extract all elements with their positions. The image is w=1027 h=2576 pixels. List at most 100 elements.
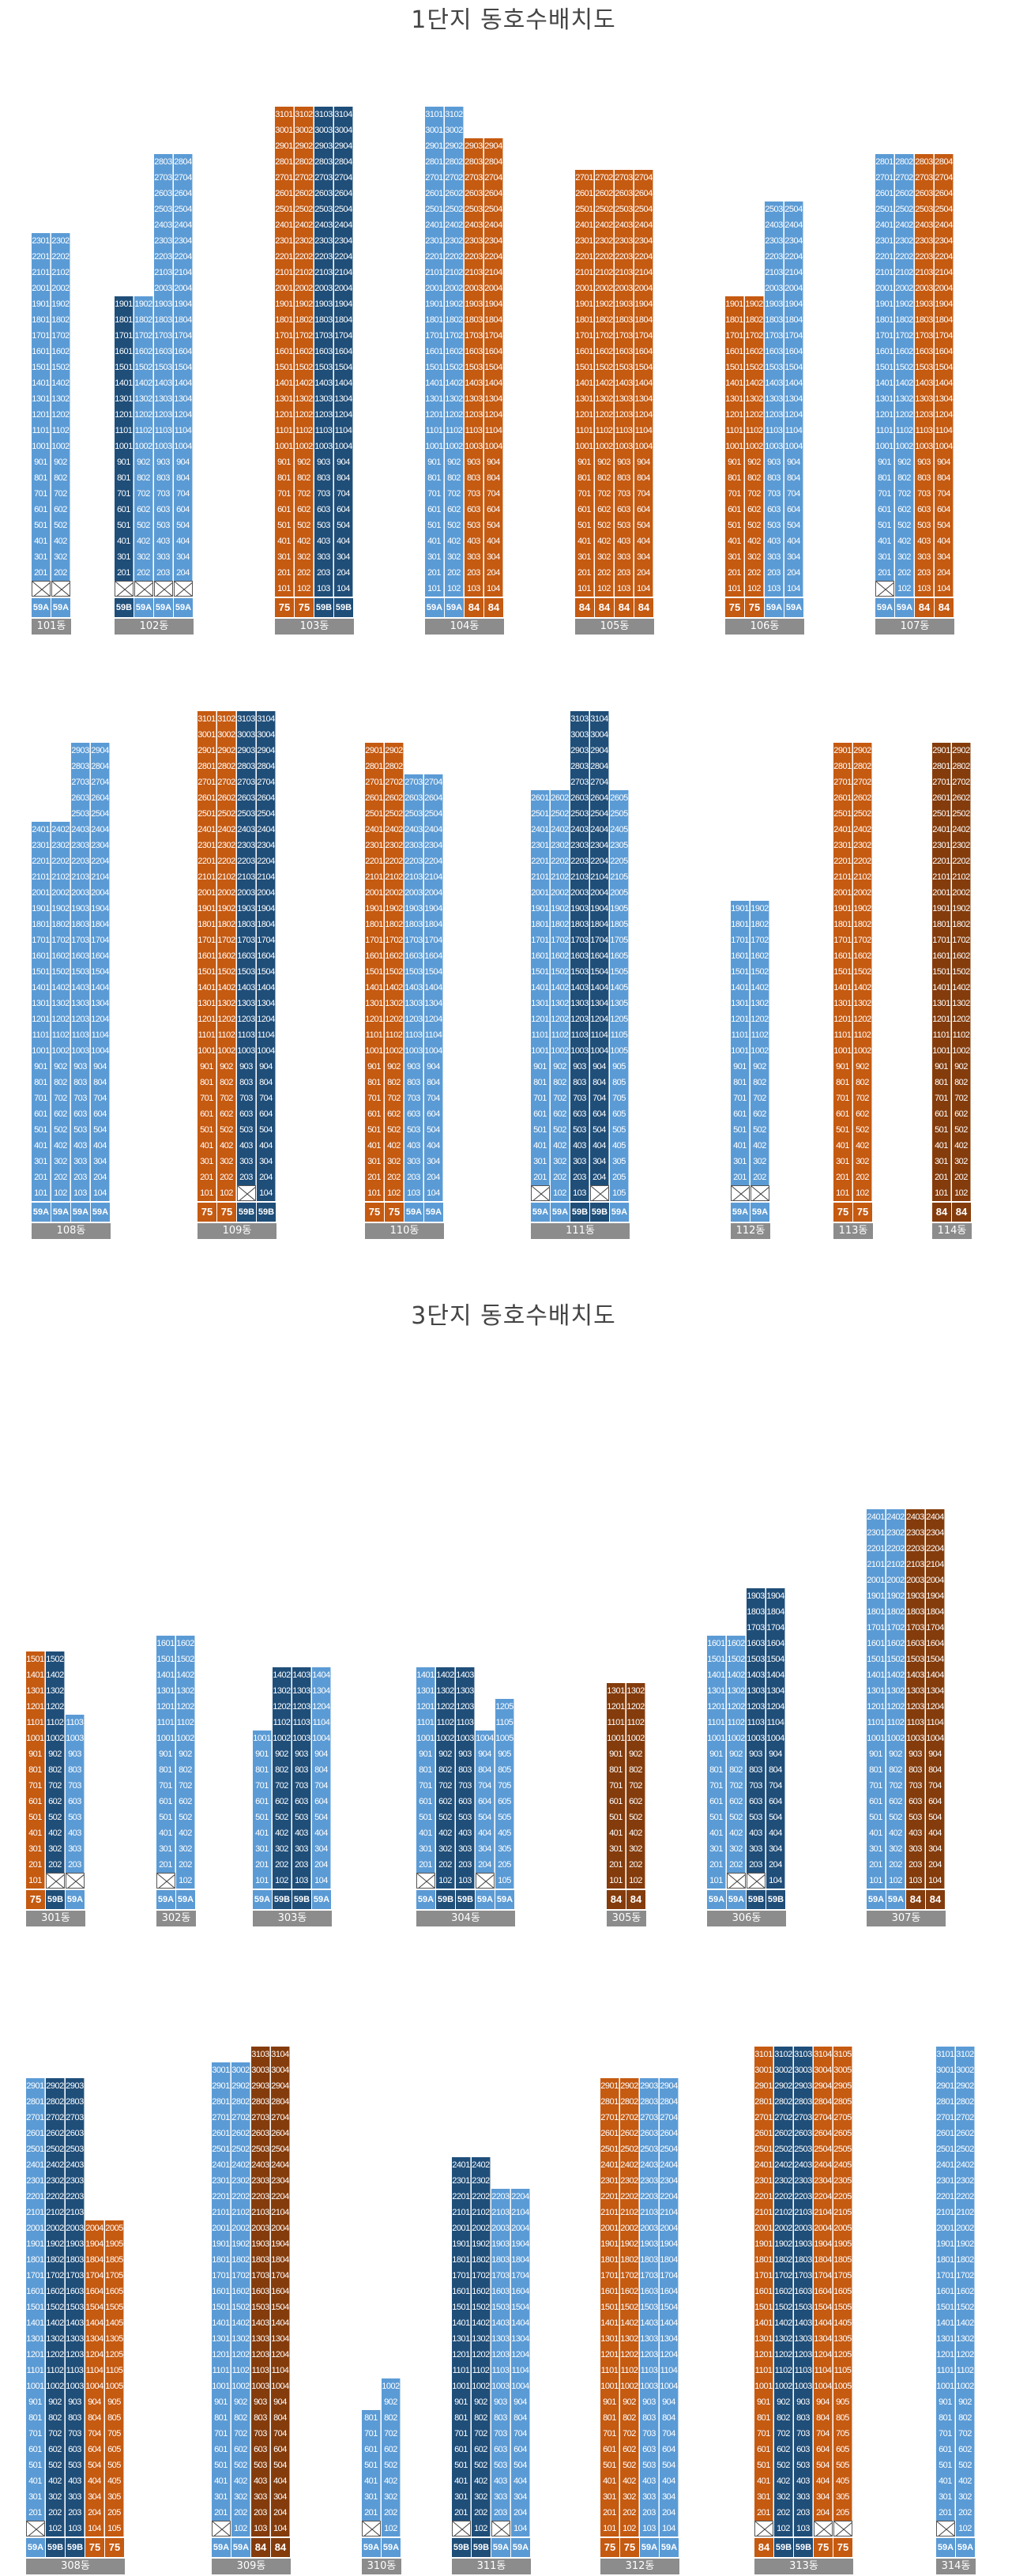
unit-303[interactable]: 303 bbox=[794, 2489, 813, 2505]
unit-2102[interactable]: 2102 bbox=[620, 2205, 639, 2220]
unit-2802[interactable]: 2802 bbox=[952, 759, 971, 774]
unit-2502[interactable]: 2502 bbox=[295, 201, 314, 217]
unit-2403[interactable]: 2403 bbox=[66, 2157, 85, 2173]
unit-1604[interactable]: 1604 bbox=[590, 948, 609, 964]
unit-2201[interactable]: 2201 bbox=[833, 853, 852, 869]
unit-1302[interactable]: 1302 bbox=[745, 391, 764, 407]
unit-203[interactable]: 203 bbox=[570, 1169, 589, 1185]
unit-1102[interactable]: 1102 bbox=[472, 2363, 491, 2378]
unit-703[interactable]: 703 bbox=[615, 486, 634, 502]
unit-1004[interactable]: 1004 bbox=[85, 2378, 104, 2394]
unit-1101[interactable]: 1101 bbox=[531, 1027, 550, 1043]
unit-103[interactable]: 103 bbox=[66, 2521, 85, 2536]
unit-2201[interactable]: 2201 bbox=[212, 2189, 231, 2205]
unit-402[interactable]: 402 bbox=[51, 1138, 70, 1154]
unit-1301[interactable]: 1301 bbox=[731, 996, 750, 1011]
unit-502[interactable]: 502 bbox=[51, 518, 70, 533]
unit-1601[interactable]: 1601 bbox=[452, 2284, 471, 2299]
unit-303[interactable]: 303 bbox=[66, 2489, 85, 2505]
unit-802[interactable]: 802 bbox=[727, 1762, 746, 1778]
unit-1802[interactable]: 1802 bbox=[134, 312, 153, 328]
unit-303[interactable]: 303 bbox=[640, 2489, 659, 2505]
unit-2302[interactable]: 2302 bbox=[774, 2173, 793, 2189]
unit-401[interactable]: 401 bbox=[725, 533, 744, 549]
unit-3003[interactable]: 3003 bbox=[314, 122, 333, 138]
unit-1202[interactable]: 1202 bbox=[620, 2347, 639, 2363]
unit-2102[interactable]: 2102 bbox=[952, 869, 971, 885]
unit-1903[interactable]: 1903 bbox=[154, 296, 173, 312]
unit-1905[interactable]: 1905 bbox=[105, 2236, 124, 2252]
unit-1902[interactable]: 1902 bbox=[51, 296, 70, 312]
unit-1105[interactable]: 1105 bbox=[610, 1027, 629, 1043]
unit-203[interactable]: 203 bbox=[640, 2505, 659, 2521]
unit-301[interactable]: 301 bbox=[731, 1154, 750, 1169]
unit-1904[interactable]: 1904 bbox=[271, 2236, 290, 2252]
unit-1501[interactable]: 1501 bbox=[725, 360, 744, 375]
unit-1901[interactable]: 1901 bbox=[452, 2236, 471, 2252]
unit-401[interactable]: 401 bbox=[115, 533, 134, 549]
unit-1404[interactable]: 1404 bbox=[312, 1667, 331, 1683]
unit-1804[interactable]: 1804 bbox=[257, 917, 276, 932]
unit-2801[interactable]: 2801 bbox=[600, 2094, 619, 2110]
unit-2202[interactable]: 2202 bbox=[886, 1541, 905, 1557]
unit-2203[interactable]: 2203 bbox=[154, 249, 173, 265]
unit-1802[interactable]: 1802 bbox=[385, 917, 404, 932]
unit-603[interactable]: 603 bbox=[404, 1106, 423, 1122]
unit-1201[interactable]: 1201 bbox=[365, 1011, 384, 1027]
unit-2002[interactable]: 2002 bbox=[445, 281, 464, 296]
unit-602[interactable]: 602 bbox=[217, 1106, 236, 1122]
unit-204[interactable]: 204 bbox=[424, 1169, 443, 1185]
unit-2702[interactable]: 2702 bbox=[445, 170, 464, 186]
unit-204[interactable]: 204 bbox=[484, 565, 503, 581]
unit-504[interactable]: 504 bbox=[424, 1122, 443, 1138]
unit-2601[interactable]: 2601 bbox=[932, 790, 951, 806]
unit-704[interactable]: 704 bbox=[334, 486, 353, 502]
unit-1402[interactable]: 1402 bbox=[745, 375, 764, 391]
unit-2301[interactable]: 2301 bbox=[365, 838, 384, 853]
unit-303[interactable]: 303 bbox=[615, 549, 634, 565]
unit-1203[interactable]: 1203 bbox=[314, 407, 333, 423]
unit-2302[interactable]: 2302 bbox=[895, 233, 914, 249]
unit-603[interactable]: 603 bbox=[237, 1106, 256, 1122]
unit-403[interactable]: 403 bbox=[456, 1825, 475, 1841]
unit-303[interactable]: 303 bbox=[71, 1154, 90, 1169]
unit-1505[interactable]: 1505 bbox=[105, 2299, 124, 2315]
unit-802[interactable]: 802 bbox=[952, 1075, 971, 1090]
unit-603[interactable]: 603 bbox=[615, 502, 634, 518]
unit-2002[interactable]: 2002 bbox=[295, 281, 314, 296]
unit-705[interactable]: 705 bbox=[610, 1090, 629, 1106]
unit-102[interactable]: 102 bbox=[551, 1185, 570, 1201]
unit-1402[interactable]: 1402 bbox=[895, 375, 914, 391]
unit-2801[interactable]: 2801 bbox=[212, 2094, 231, 2110]
unit-2603[interactable]: 2603 bbox=[404, 790, 423, 806]
unit-802[interactable]: 802 bbox=[750, 1075, 769, 1090]
unit-2404[interactable]: 2404 bbox=[935, 217, 954, 233]
unit-1802[interactable]: 1802 bbox=[217, 917, 236, 932]
unit-2903[interactable]: 2903 bbox=[66, 2078, 85, 2094]
unit-904[interactable]: 904 bbox=[511, 2394, 530, 2410]
unit-402[interactable]: 402 bbox=[626, 1825, 645, 1841]
unit-401[interactable]: 401 bbox=[362, 2473, 381, 2489]
unit-2104[interactable]: 2104 bbox=[484, 265, 503, 281]
unit-304[interactable]: 304 bbox=[257, 1154, 276, 1169]
unit-1605[interactable]: 1605 bbox=[833, 2284, 852, 2299]
unit-1501[interactable]: 1501 bbox=[731, 964, 750, 980]
unit-602[interactable]: 602 bbox=[51, 1106, 70, 1122]
unit-3104[interactable]: 3104 bbox=[814, 2047, 833, 2062]
unit-2401[interactable]: 2401 bbox=[425, 217, 444, 233]
unit-1204[interactable]: 1204 bbox=[784, 407, 803, 423]
unit-1704[interactable]: 1704 bbox=[660, 2268, 679, 2284]
unit-601[interactable]: 601 bbox=[32, 502, 51, 518]
unit-2204[interactable]: 2204 bbox=[590, 853, 609, 869]
unit-2803[interactable]: 2803 bbox=[314, 154, 333, 170]
unit-803[interactable]: 803 bbox=[747, 1762, 766, 1778]
unit-1601[interactable]: 1601 bbox=[875, 344, 894, 360]
unit-1503[interactable]: 1503 bbox=[251, 2299, 270, 2315]
unit-2102[interactable]: 2102 bbox=[886, 1557, 905, 1572]
unit-1301[interactable]: 1301 bbox=[833, 996, 852, 1011]
unit-1005[interactable]: 1005 bbox=[610, 1043, 629, 1059]
unit-2802[interactable]: 2802 bbox=[231, 2094, 250, 2110]
unit-401[interactable]: 401 bbox=[575, 533, 594, 549]
unit-vacant-104[interactable] bbox=[814, 2521, 833, 2536]
unit-2902[interactable]: 2902 bbox=[231, 2078, 250, 2094]
